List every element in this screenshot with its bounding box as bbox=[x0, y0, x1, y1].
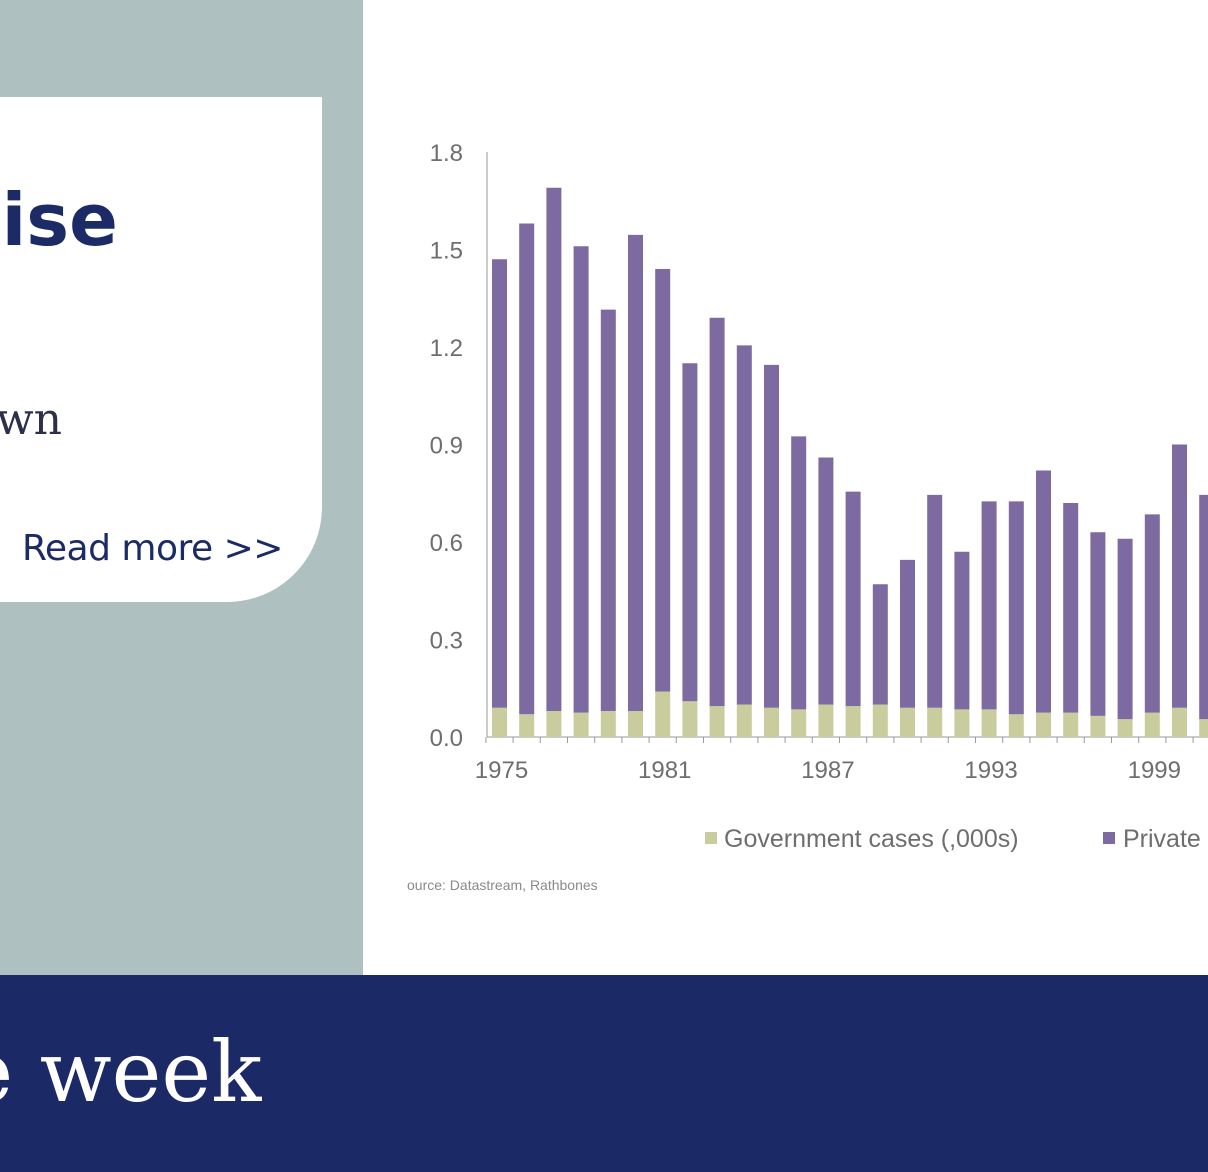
y-tick-label: 1.2 bbox=[430, 335, 463, 362]
bar-government-1997 bbox=[1090, 715, 1106, 737]
bar-government-1985 bbox=[764, 707, 779, 737]
bar-private-1979 bbox=[600, 309, 616, 711]
article-card bbox=[0, 97, 322, 602]
bar-government-1984 bbox=[736, 704, 752, 737]
y-tick-label: 1.5 bbox=[430, 238, 463, 265]
legend-label-private: Private bbox=[1123, 825, 1201, 853]
bar-private-1988 bbox=[845, 491, 861, 707]
footer-banner bbox=[0, 975, 1208, 1172]
bar-private-1977 bbox=[546, 187, 562, 711]
bar-private-1983 bbox=[709, 317, 725, 707]
y-tick-label: 1.8 bbox=[430, 140, 463, 167]
card-title: oise bbox=[0, 178, 118, 262]
bar-government-1993 bbox=[981, 709, 997, 737]
bar-government-1987 bbox=[818, 704, 834, 737]
bar-private-1995 bbox=[1036, 470, 1051, 713]
legend-swatch-government bbox=[705, 832, 717, 844]
legend-label-government: Government cases (,000s) bbox=[724, 825, 1019, 853]
read-more-link[interactable]: Read more >> bbox=[22, 528, 283, 569]
bar-private-1987 bbox=[818, 457, 834, 705]
bar-government-1980 bbox=[628, 711, 643, 737]
bar-private-1985 bbox=[764, 364, 779, 708]
bar-private-1992 bbox=[954, 551, 970, 710]
bar-private-1982 bbox=[682, 363, 698, 702]
bar-private-1994 bbox=[1008, 501, 1024, 715]
bar-private-1978 bbox=[573, 246, 589, 713]
bar-government-1982 bbox=[682, 701, 698, 737]
bar-government-1990 bbox=[900, 707, 915, 737]
x-tick-label: 1987 bbox=[801, 757, 854, 784]
bar-government-1981 bbox=[655, 691, 671, 737]
y-tick-label: 0.6 bbox=[430, 530, 463, 557]
bar-government-1978 bbox=[573, 712, 589, 737]
bar-private-1980 bbox=[628, 234, 643, 711]
y-tick-label: 0.9 bbox=[430, 433, 463, 460]
bar-government-1994 bbox=[1008, 714, 1024, 737]
bar-private-1996 bbox=[1063, 503, 1079, 713]
bar-government-2001 bbox=[1199, 719, 1208, 737]
bar-government-1995 bbox=[1036, 712, 1051, 737]
bar-private-1981 bbox=[655, 269, 671, 692]
bar-private-1976 bbox=[519, 223, 535, 715]
x-tick-label: 1993 bbox=[964, 757, 1017, 784]
bar-government-1992 bbox=[954, 709, 970, 737]
bar-government-1975 bbox=[492, 707, 507, 737]
bar-private-1993 bbox=[981, 501, 997, 710]
bar-government-1977 bbox=[546, 711, 562, 737]
bar-private-2001 bbox=[1199, 494, 1208, 720]
footer-title: e week bbox=[0, 1023, 262, 1121]
x-tick-label: 1981 bbox=[638, 757, 691, 784]
chart-area: 0.0 0.3 0.6 0.9 1.2 1.5 1.8 1975 1981 1987 1993 199… bbox=[363, 0, 1208, 975]
x-tick-label: 1975 bbox=[475, 757, 528, 784]
bar-private-1999 bbox=[1144, 514, 1160, 713]
bar-private-1989 bbox=[872, 584, 888, 705]
bar-private-1990 bbox=[900, 559, 915, 708]
bar-private-2000 bbox=[1172, 444, 1187, 708]
bar-government-1983 bbox=[709, 706, 725, 737]
bar-private-1986 bbox=[791, 436, 807, 710]
bar-government-1991 bbox=[927, 707, 943, 737]
bar-private-1991 bbox=[927, 494, 943, 708]
bar-government-1998 bbox=[1117, 719, 1133, 737]
y-tick-label: 0.3 bbox=[430, 628, 463, 655]
bar-government-2000 bbox=[1172, 707, 1187, 737]
source-note: ource: Datastream, Rathbones bbox=[407, 877, 598, 893]
bar-private-1998 bbox=[1117, 538, 1133, 720]
card-subtitle: wn bbox=[0, 394, 62, 445]
bar-private-1997 bbox=[1090, 532, 1106, 716]
bar-private-1975 bbox=[492, 259, 507, 708]
x-tick-label: 1999 bbox=[1128, 757, 1181, 784]
bar-private-1984 bbox=[736, 345, 752, 705]
bar-government-1996 bbox=[1063, 712, 1079, 737]
bar-government-1986 bbox=[791, 709, 807, 737]
legend-swatch-private bbox=[1103, 832, 1115, 844]
bar-government-1999 bbox=[1144, 712, 1160, 737]
bar-government-1988 bbox=[845, 706, 861, 737]
y-tick-label: 0.0 bbox=[430, 725, 463, 752]
bar-government-1989 bbox=[872, 704, 888, 737]
bar-government-1979 bbox=[600, 711, 616, 737]
stacked-bar-chart: 0.0 0.3 0.6 0.9 1.2 1.5 1.8 1975 1981 1987 1993 199… bbox=[407, 140, 1208, 893]
bar-government-1976 bbox=[519, 714, 535, 737]
